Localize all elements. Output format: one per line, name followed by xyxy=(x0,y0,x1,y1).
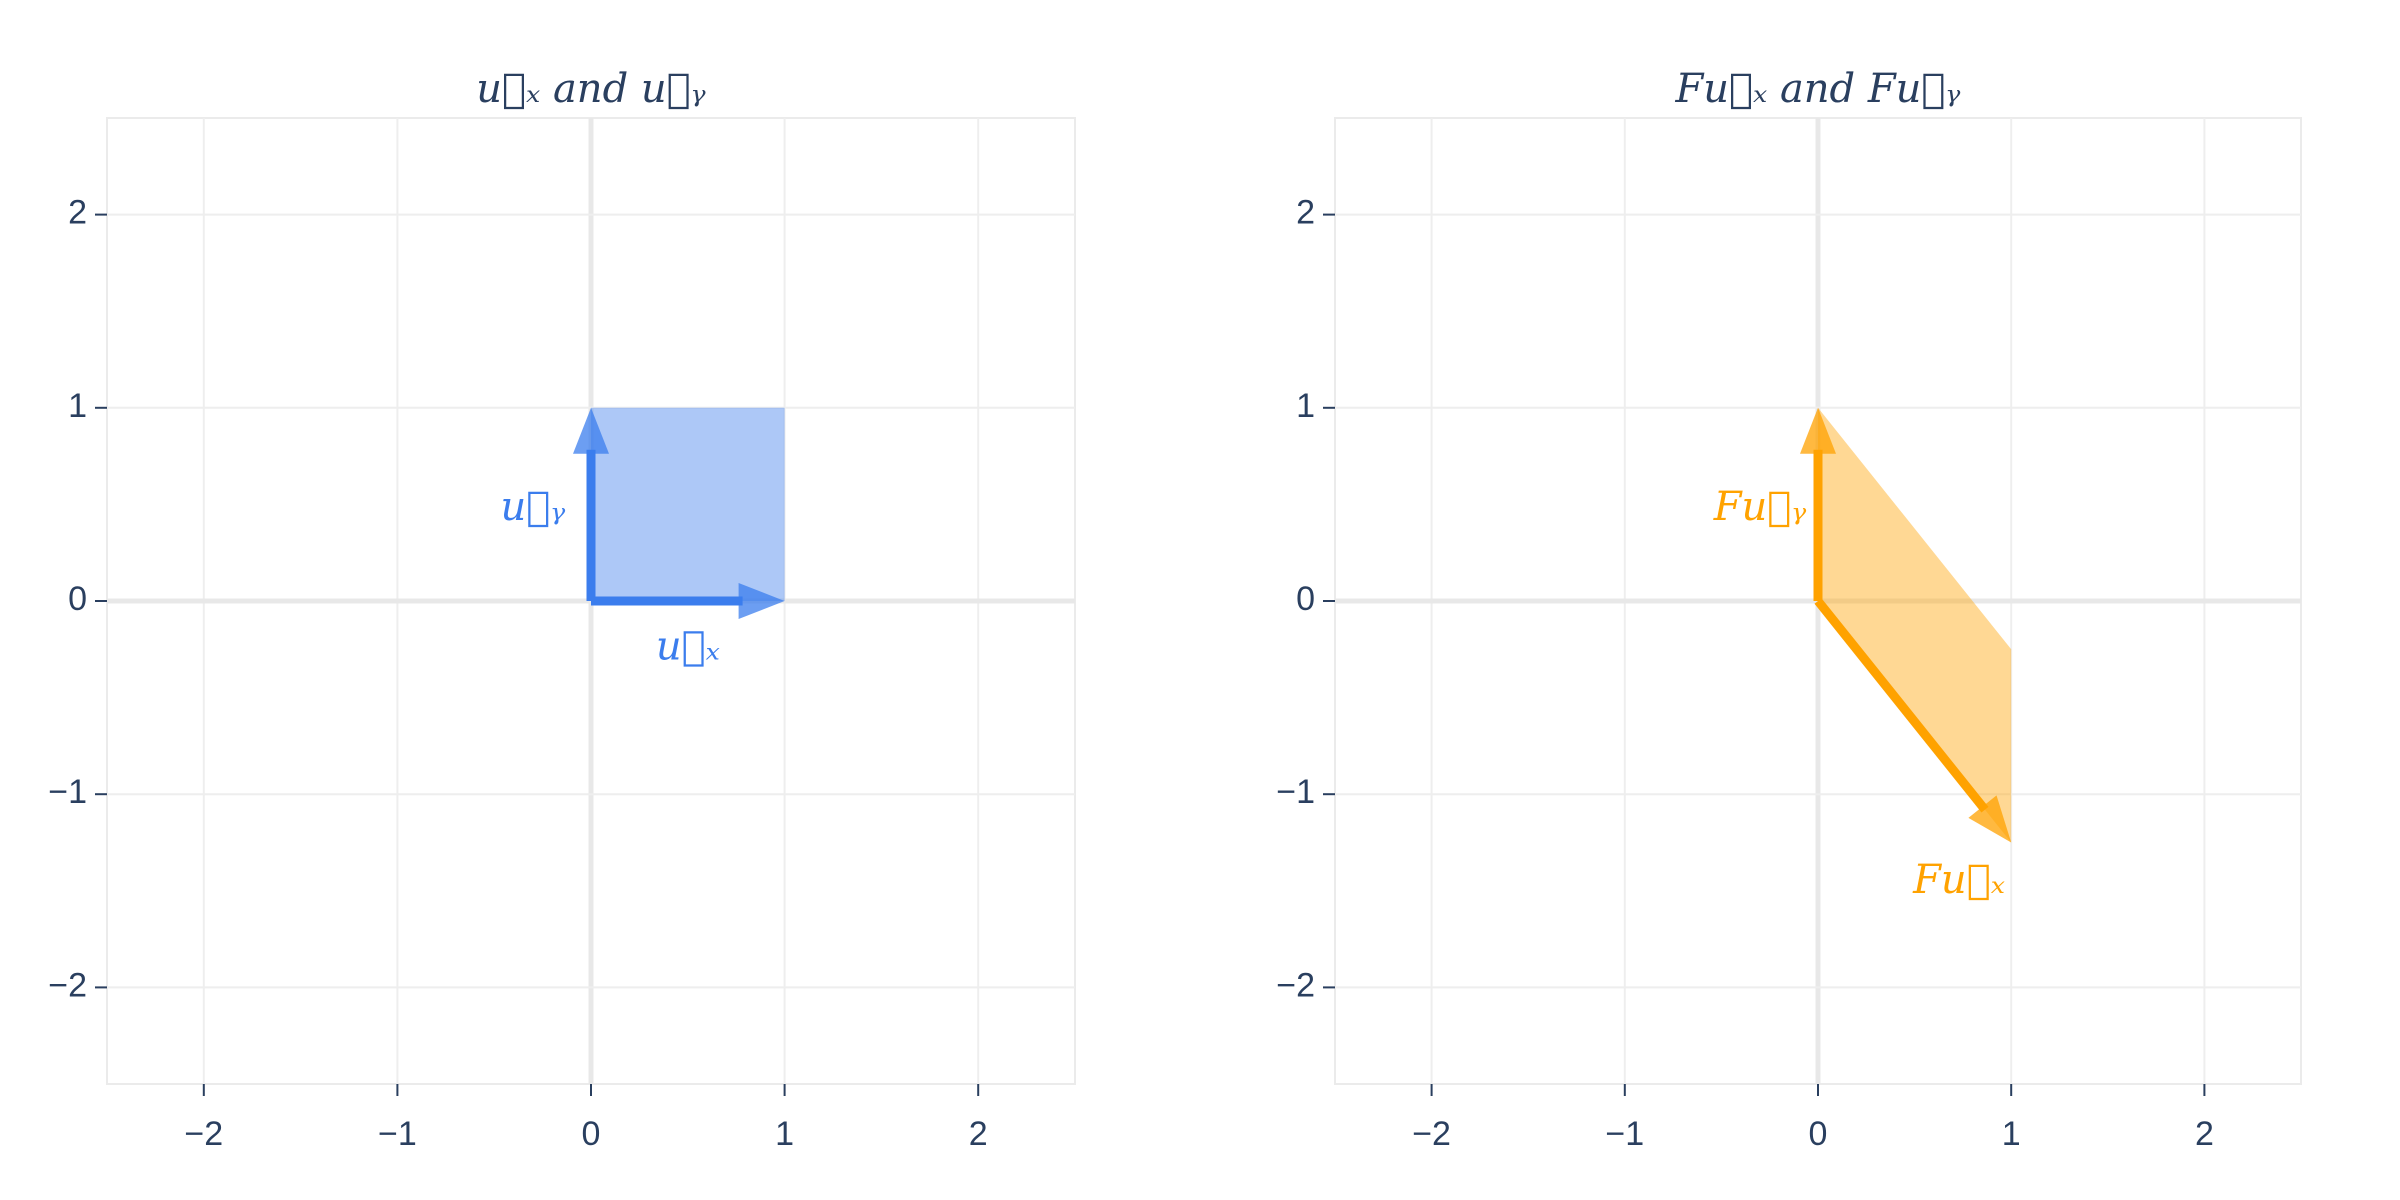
vector-label: u⃗ᵧ xyxy=(501,484,566,530)
x-tick-label: 0 xyxy=(1809,1115,1828,1153)
vector-label: Fu⃗ᵧ xyxy=(1713,484,1807,530)
vector-head xyxy=(573,407,609,454)
x-tick-label: −2 xyxy=(184,1115,223,1153)
x-tick-label: 2 xyxy=(2195,1115,2214,1153)
span-area xyxy=(591,407,785,601)
x-tick-label: 1 xyxy=(775,1115,794,1153)
x-tick-label: 2 xyxy=(969,1115,988,1153)
y-tick-label: −2 xyxy=(48,966,87,1004)
span-area xyxy=(1818,407,2012,843)
subplot: −2 −1 0 1 2 −2 −1 0 1 2 u⃗ₓ and u⃗ᵧ u⃗ₓ u⃗ᵧ xyxy=(48,66,1076,1153)
y-tick-label: 2 xyxy=(1296,194,1315,232)
y-tick-label: −2 xyxy=(1276,966,1315,1004)
y-tick-label: −1 xyxy=(1276,773,1315,811)
vector-head xyxy=(1968,795,2012,843)
vector-shaft xyxy=(1814,598,1989,813)
subplot-title: u⃗ₓ and u⃗ᵧ xyxy=(476,66,705,112)
x-tick-label: −1 xyxy=(378,1115,417,1153)
vector-label: u⃗ₓ xyxy=(656,623,720,669)
subplot: −2 −1 0 1 2 −2 −1 0 1 2 Fu⃗ₓ and Fu⃗ᵧ Fu⃗ₓ Fu⃗ᵧ xyxy=(1276,66,2302,1153)
x-tick-label: −2 xyxy=(1412,1115,1451,1153)
x-tick-label: 1 xyxy=(2002,1115,2021,1153)
x-tick-label: 0 xyxy=(582,1115,601,1153)
y-tick-label: 1 xyxy=(68,387,87,425)
y-tick-label: −1 xyxy=(48,773,87,811)
y-tick-label: 0 xyxy=(1296,580,1315,618)
vector-head xyxy=(1800,407,1836,454)
y-tick-label: 0 xyxy=(68,580,87,618)
subplot-title: Fu⃗ₓ and Fu⃗ᵧ xyxy=(1675,66,1961,112)
x-tick-label: −1 xyxy=(1605,1115,1644,1153)
vector-label: Fu⃗ₓ xyxy=(1912,857,2005,903)
y-tick-label: 2 xyxy=(68,194,87,232)
y-tick-label: 1 xyxy=(1296,387,1315,425)
vector-head xyxy=(738,583,785,619)
